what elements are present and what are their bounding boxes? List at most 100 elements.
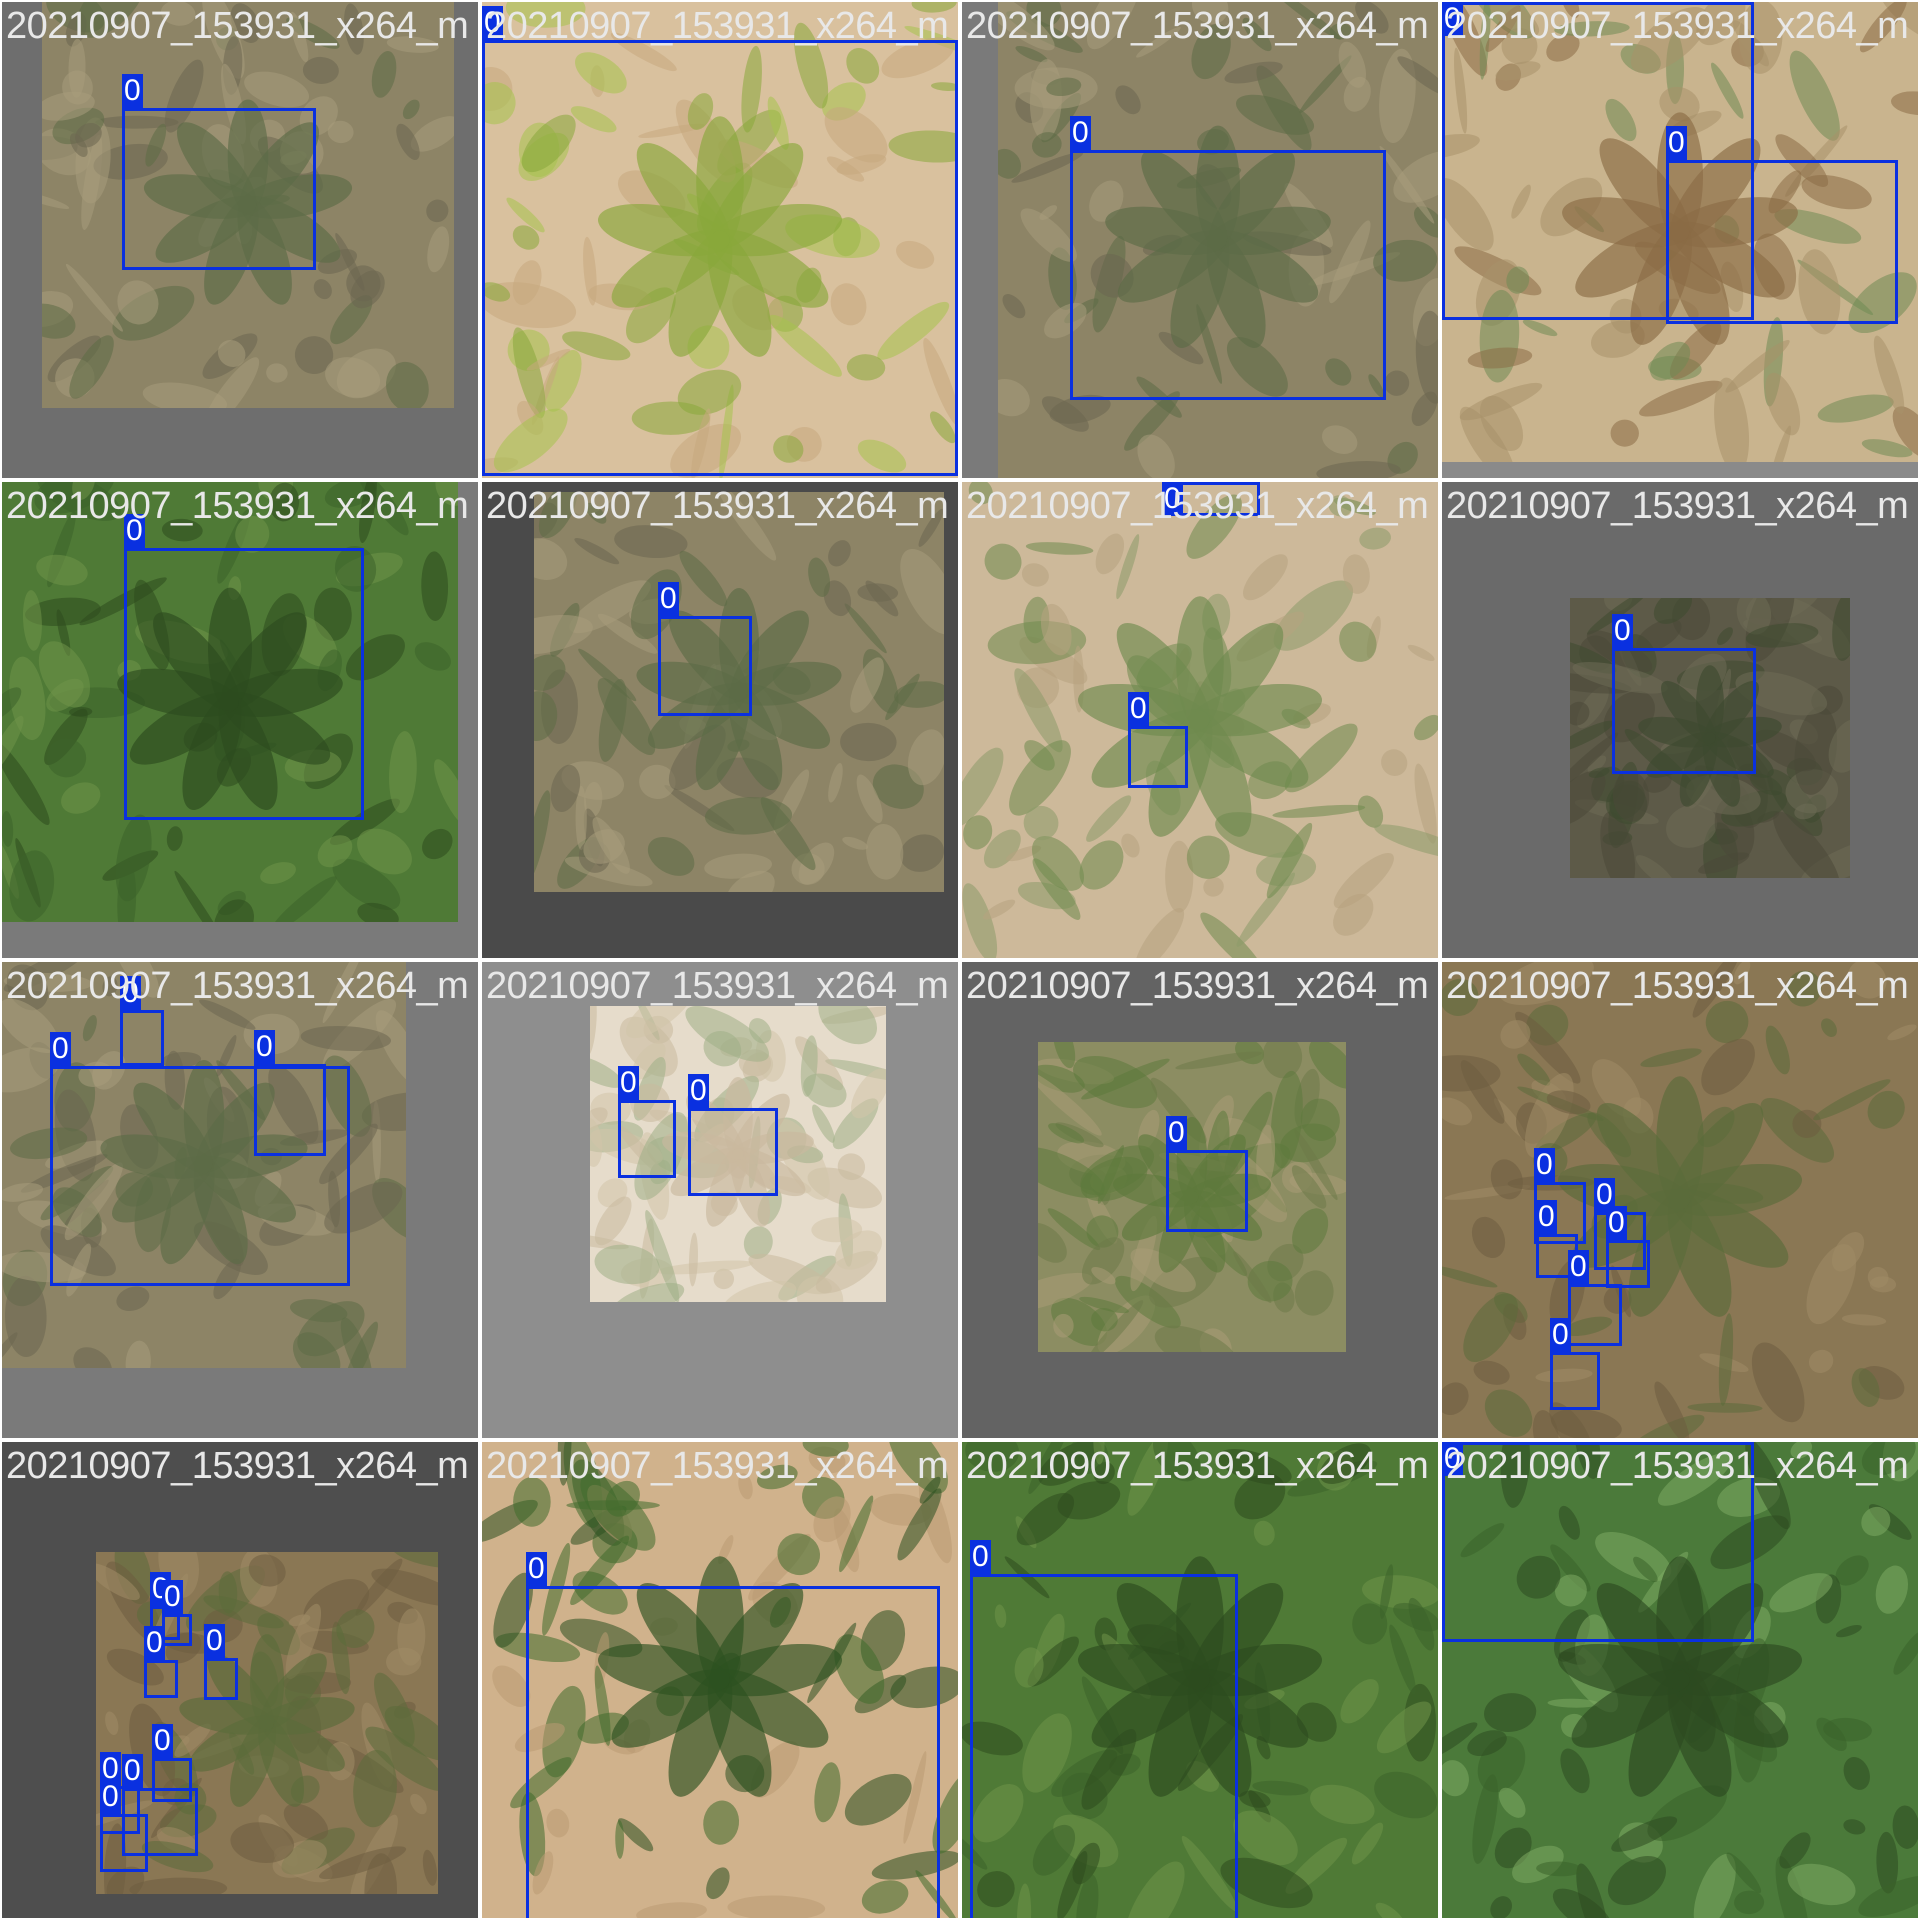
- filename-label: 20210907_153931_x264_m: [6, 1445, 469, 1487]
- filename-label: 20210907_153931_x264_m: [486, 485, 949, 527]
- class-label: 0: [50, 1032, 71, 1066]
- tile-r2c4: 0 20210907_153931_x264_m: [1442, 482, 1918, 958]
- filename-label: 20210907_153931_x264_m: [966, 485, 1429, 527]
- detection-box: [688, 1108, 778, 1196]
- tile-r1c3: 0 20210907_153931_x264_m: [962, 2, 1438, 478]
- tile-r2c3: 0 0 20210907_153931_x264_m: [962, 482, 1438, 958]
- class-label: 0: [1612, 614, 1633, 648]
- class-label: 0: [1162, 482, 1183, 516]
- tile-r4c1: 0 0 0 0 0 0 0 0 20210907_153931_x264_m: [2, 1442, 478, 1918]
- class-label: 0: [1550, 1318, 1571, 1352]
- detection-box: [152, 1758, 192, 1802]
- class-label: 0: [1070, 116, 1091, 150]
- detection-box: [1534, 1182, 1586, 1244]
- filename-label: 20210907_153931_x264_m: [1446, 485, 1909, 527]
- detection-box: [1442, 1442, 1754, 1642]
- detection-box: [1612, 648, 1756, 774]
- tile-r3c4: 0 0 0 0 0 0 20210907_153931_x264_m: [1442, 962, 1918, 1438]
- tile-photo: [1038, 1042, 1346, 1352]
- class-label: 0: [204, 1624, 225, 1658]
- tile-r4c4: 0 20210907_153931_x264_m: [1442, 1442, 1918, 1918]
- class-label: 0: [1534, 1148, 1555, 1182]
- filename-label: 20210907_153931_x264_m: [1446, 5, 1909, 47]
- tile-photo: [962, 482, 1438, 958]
- tile-photo: [590, 1006, 886, 1302]
- tile-photo: [1570, 598, 1850, 878]
- detection-box: [120, 1010, 164, 1066]
- filename-label: 20210907_153931_x264_m: [1446, 965, 1909, 1007]
- tile-r3c1: 0 0 0 20210907_153931_x264_m: [2, 962, 478, 1438]
- class-label: 0: [618, 1066, 639, 1100]
- class-label: 0: [970, 1540, 991, 1574]
- tile-r2c2: 0 20210907_153931_x264_m: [482, 482, 958, 958]
- class-label: 0: [1568, 1250, 1589, 1284]
- filename-label: 20210907_153931_x264_m: [486, 5, 949, 47]
- filename-label: 20210907_153931_x264_m: [1446, 1445, 1909, 1487]
- class-label: 0: [124, 514, 145, 548]
- detection-box: [1606, 1240, 1650, 1288]
- detection-box: [1666, 160, 1898, 324]
- class-label: 0: [1666, 126, 1687, 160]
- tile-photo: [1442, 1442, 1918, 1918]
- detection-box: [50, 1066, 350, 1286]
- class-label: 0: [658, 582, 679, 616]
- detection-box: [144, 1660, 178, 1698]
- filename-label: 20210907_153931_x264_m: [486, 965, 949, 1007]
- tile-r3c3: 0 20210907_153931_x264_m: [962, 962, 1438, 1438]
- detection-box: [124, 548, 364, 820]
- tile-r4c3: 0 20210907_153931_x264_m: [962, 1442, 1438, 1918]
- class-label: 0: [122, 1754, 143, 1788]
- detection-box: [1550, 1352, 1600, 1410]
- tile-photo: [962, 1442, 1438, 1918]
- tile-photo: [96, 1552, 438, 1894]
- tile-r1c1: 0 20210907_153931_x264_m: [2, 2, 478, 478]
- filename-label: 20210907_153931_x264_m: [486, 1445, 949, 1487]
- tile-photo: [1442, 2, 1918, 462]
- detection-box: [204, 1658, 238, 1700]
- filename-label: 20210907_153931_x264_m: [966, 5, 1429, 47]
- filename-label: 20210907_153931_x264_m: [966, 965, 1429, 1007]
- detection-box: [1070, 150, 1386, 400]
- tile-r1c2: 0 20210907_153931_x264_m: [482, 2, 958, 478]
- tile-r3c2: 0 0 20210907_153931_x264_m: [482, 962, 958, 1438]
- detection-box: [658, 616, 752, 716]
- class-label: 0: [162, 1580, 183, 1614]
- detection-box: [970, 1574, 1238, 1918]
- tile-r2c1: 0 20210907_153931_x264_m: [2, 482, 478, 958]
- class-label: 0: [152, 1724, 173, 1758]
- detection-box: [122, 1788, 198, 1856]
- detection-box: [1128, 726, 1188, 788]
- class-label: 0: [1606, 1206, 1627, 1240]
- class-label: 0: [1128, 692, 1149, 726]
- filename-label: 20210907_153931_x264_m: [966, 1445, 1429, 1487]
- detection-box: [100, 1814, 148, 1872]
- class-label: 0: [688, 1074, 709, 1108]
- tile-r1c4: 0 0 20210907_153931_x264_m: [1442, 2, 1918, 478]
- detection-box: [162, 1614, 192, 1646]
- tile-photo: [534, 492, 944, 892]
- class-label: 0: [144, 1626, 165, 1660]
- tile-photo: [1442, 962, 1918, 1438]
- tile-photo: [2, 482, 458, 922]
- tile-photo: [42, 2, 454, 408]
- detection-box: [1166, 1150, 1248, 1232]
- class-label: 0: [1442, 1442, 1463, 1476]
- detection-box: [254, 1064, 326, 1156]
- filename-label: 20210907_153931_x264_m: [6, 5, 469, 47]
- detection-box: [1568, 1284, 1622, 1346]
- class-label: 0: [1594, 1178, 1615, 1212]
- class-label: 0: [526, 1552, 547, 1586]
- class-label: 0: [482, 6, 503, 40]
- class-label: 0: [100, 1780, 121, 1814]
- class-label: 0: [254, 1030, 275, 1064]
- class-label: 0: [120, 976, 141, 1010]
- detection-box: [482, 40, 958, 476]
- class-label: 0: [1442, 2, 1463, 36]
- detection-box: [122, 108, 316, 270]
- class-label: 0: [1166, 1116, 1187, 1150]
- class-label: 0: [122, 74, 143, 108]
- filename-label: 20210907_153931_x264_m: [6, 485, 469, 527]
- tile-photo: [482, 2, 958, 478]
- class-label: 0: [100, 1752, 121, 1786]
